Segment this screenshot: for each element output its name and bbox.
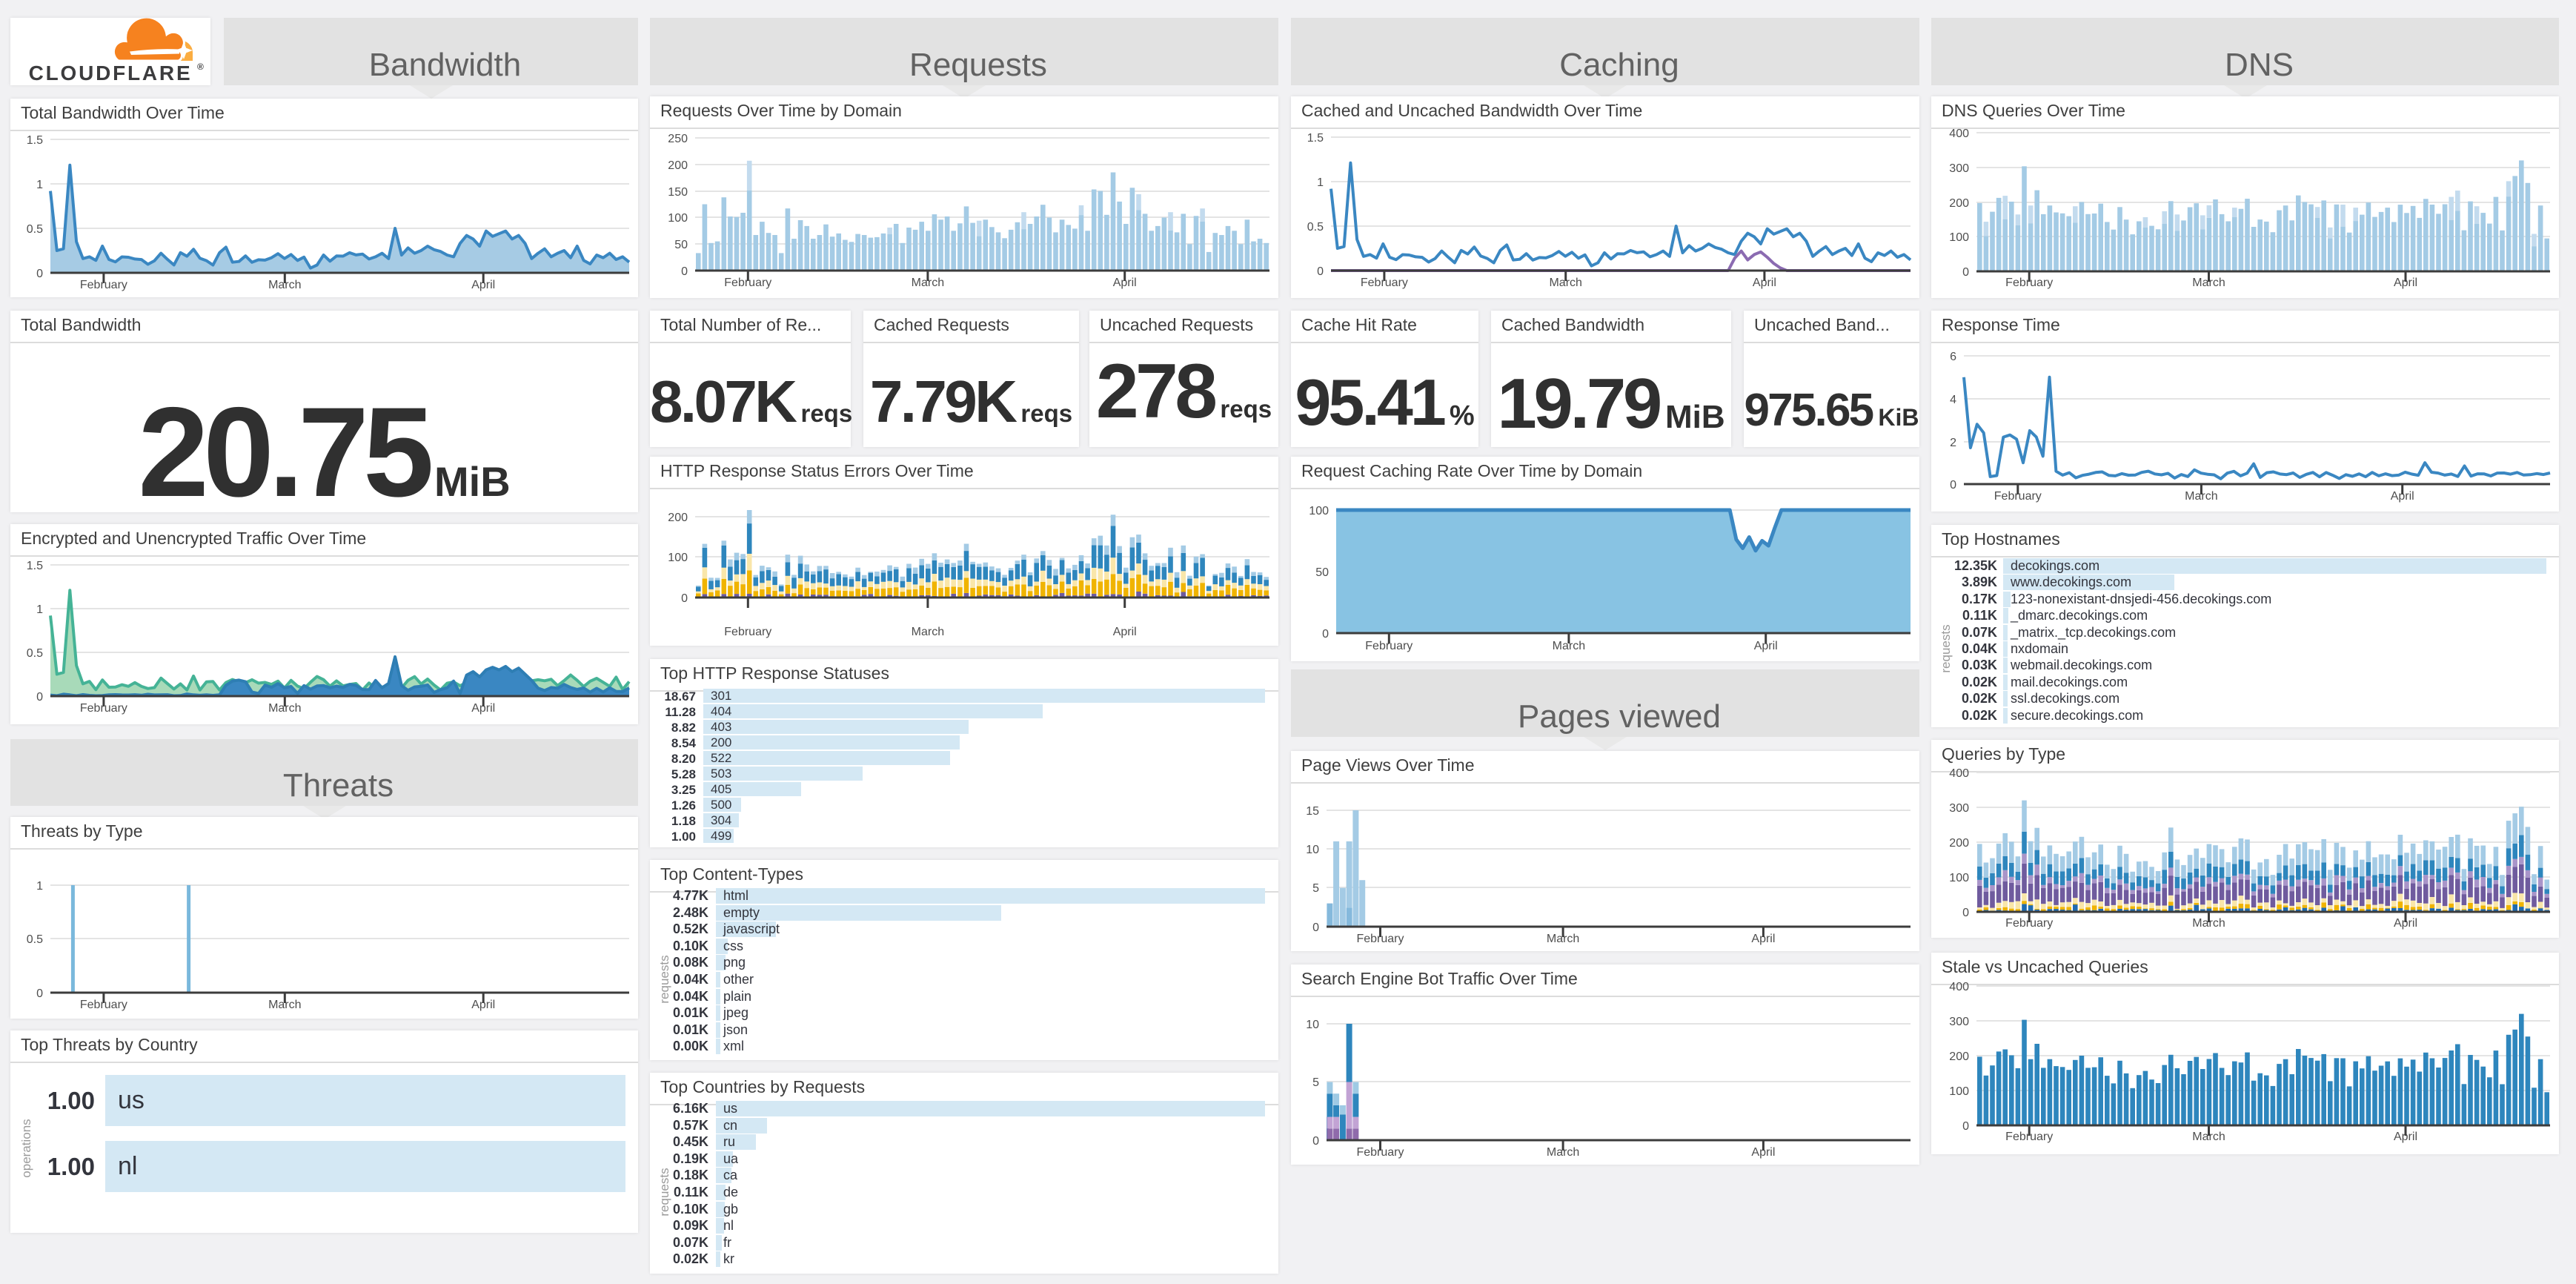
svg-text:April: April <box>2394 917 2417 930</box>
svg-text:April: April <box>1113 626 1137 638</box>
svg-text:0: 0 <box>36 691 43 704</box>
svg-text:300: 300 <box>1949 162 1969 175</box>
svg-text:5: 5 <box>1312 882 1319 895</box>
svg-text:1: 1 <box>36 603 43 616</box>
svg-text:0.5: 0.5 <box>27 647 43 660</box>
svg-text:0: 0 <box>1312 1135 1319 1148</box>
svg-text:0.5: 0.5 <box>1307 221 1324 234</box>
svg-text:100: 100 <box>1949 1085 1969 1098</box>
svg-text:100: 100 <box>1949 872 1969 884</box>
svg-text:1: 1 <box>36 880 43 893</box>
svg-text:100: 100 <box>1309 505 1329 517</box>
svg-text:0: 0 <box>1317 265 1324 278</box>
svg-text:April: April <box>471 279 495 291</box>
svg-text:March: March <box>2185 490 2217 503</box>
svg-text:0.5: 0.5 <box>27 933 43 946</box>
svg-text:April: April <box>2394 277 2417 289</box>
svg-text:200: 200 <box>668 512 688 524</box>
svg-text:5: 5 <box>1312 1076 1319 1089</box>
svg-text:0: 0 <box>1312 921 1319 934</box>
svg-text:February: February <box>80 999 127 1011</box>
svg-text:April: April <box>2394 1131 2417 1143</box>
svg-text:February: February <box>2005 917 2053 930</box>
svg-text:April: April <box>1751 1146 1775 1159</box>
svg-text:April: April <box>471 702 495 715</box>
svg-text:March: March <box>912 626 944 638</box>
svg-text:1.5: 1.5 <box>27 560 43 572</box>
svg-text:10: 10 <box>1306 844 1319 856</box>
svg-text:200: 200 <box>1949 197 1969 210</box>
svg-text:March: March <box>1547 1146 1579 1159</box>
svg-text:February: February <box>2005 1131 2053 1143</box>
svg-text:0: 0 <box>36 987 43 1000</box>
svg-text:0: 0 <box>1962 907 1969 919</box>
svg-text:2: 2 <box>1950 437 1956 449</box>
svg-text:April: April <box>1754 640 1778 652</box>
svg-text:March: March <box>2192 917 2225 930</box>
svg-text:200: 200 <box>1949 1050 1969 1063</box>
svg-text:April: April <box>1113 277 1137 289</box>
svg-text:0: 0 <box>1322 628 1329 641</box>
svg-text:February: February <box>1356 1146 1404 1159</box>
svg-text:0.5: 0.5 <box>27 223 43 236</box>
svg-text:150: 150 <box>668 186 688 199</box>
svg-text:50: 50 <box>674 239 688 251</box>
svg-text:February: February <box>1356 933 1404 945</box>
svg-text:250: 250 <box>668 133 688 145</box>
svg-text:100: 100 <box>668 552 688 564</box>
svg-text:February: February <box>1361 277 1408 289</box>
svg-text:100: 100 <box>1949 231 1969 244</box>
svg-text:March: March <box>1549 277 1581 289</box>
svg-text:15: 15 <box>1306 805 1319 818</box>
svg-text:February: February <box>724 626 771 638</box>
svg-text:400: 400 <box>1949 981 1969 993</box>
svg-text:6: 6 <box>1950 351 1956 363</box>
svg-text:0: 0 <box>36 268 43 280</box>
svg-text:1: 1 <box>36 179 43 191</box>
svg-text:0: 0 <box>681 265 688 278</box>
svg-text:®: ® <box>197 62 204 72</box>
svg-text:February: February <box>80 702 127 715</box>
svg-text:April: April <box>1751 933 1775 945</box>
svg-text:March: March <box>1547 933 1579 945</box>
svg-text:February: February <box>724 277 771 289</box>
svg-text:February: February <box>80 279 127 291</box>
svg-text:4: 4 <box>1950 394 1956 406</box>
svg-text:1.5: 1.5 <box>1307 132 1324 145</box>
svg-text:March: March <box>1553 640 1585 652</box>
svg-text:April: April <box>471 999 495 1011</box>
svg-text:March: March <box>912 277 944 289</box>
svg-text:April: April <box>2391 490 2414 503</box>
svg-text:March: March <box>2192 1131 2225 1143</box>
svg-text:March: March <box>268 999 301 1011</box>
svg-text:1: 1 <box>1317 176 1324 189</box>
svg-text:50: 50 <box>1315 566 1329 579</box>
svg-text:200: 200 <box>668 159 688 172</box>
svg-text:10: 10 <box>1306 1019 1319 1031</box>
svg-text:100: 100 <box>668 212 688 225</box>
svg-text:0: 0 <box>1962 266 1969 279</box>
svg-text:300: 300 <box>1949 802 1969 815</box>
svg-text:March: March <box>268 279 301 291</box>
svg-text:March: March <box>2192 277 2225 289</box>
svg-text:CLOUDFLARE: CLOUDFLARE <box>29 62 193 85</box>
svg-text:400: 400 <box>1949 767 1969 780</box>
svg-text:1.5: 1.5 <box>27 134 43 147</box>
svg-text:300: 300 <box>1949 1016 1969 1028</box>
svg-text:April: April <box>1753 277 1776 289</box>
svg-text:February: February <box>2005 277 2053 289</box>
svg-text:February: February <box>1365 640 1413 652</box>
svg-text:200: 200 <box>1949 837 1969 850</box>
svg-text:0: 0 <box>1962 1120 1969 1133</box>
svg-text:0: 0 <box>681 592 688 605</box>
svg-text:0: 0 <box>1950 479 1956 492</box>
svg-text:March: March <box>268 702 301 715</box>
svg-text:February: February <box>1994 490 2042 503</box>
svg-text:400: 400 <box>1949 128 1969 140</box>
